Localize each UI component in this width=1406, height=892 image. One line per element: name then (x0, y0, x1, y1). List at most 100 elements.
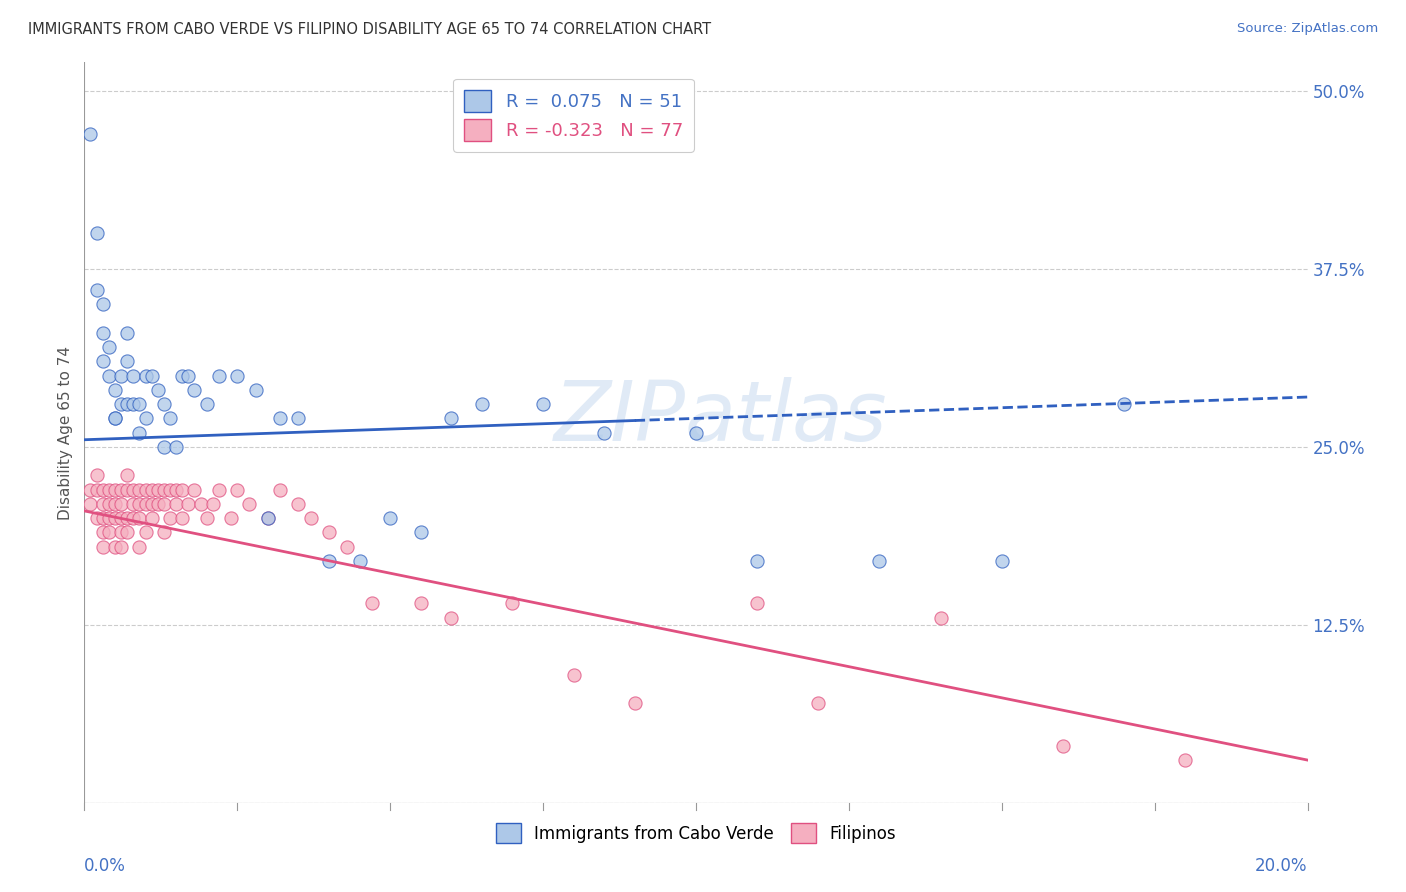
Point (135, 368, 157, 383)
Point (380, 511, 402, 525)
Point (336, 540, 359, 554)
Point (1174, 753, 1197, 767)
Point (201, 497, 224, 511)
Point (153, 397, 176, 411)
Point (807, 696, 830, 710)
Point (440, 411, 463, 425)
Legend: Immigrants from Cabo Verde, Filipinos: Immigrants from Cabo Verde, Filipinos (489, 816, 903, 850)
Point (257, 511, 280, 525)
Point (287, 497, 309, 511)
Point (86, 468, 108, 483)
Point (165, 497, 187, 511)
Point (409, 525, 432, 540)
Point (172, 483, 194, 497)
Point (531, 397, 554, 411)
Point (110, 511, 132, 525)
Point (190, 497, 212, 511)
Point (97, 511, 120, 525)
Text: ZIPatlas: ZIPatlas (554, 377, 887, 458)
Point (146, 497, 169, 511)
Point (91, 326, 114, 340)
Point (128, 483, 150, 497)
Point (79, 483, 101, 497)
Point (287, 411, 309, 425)
Point (245, 383, 267, 397)
Point (135, 525, 157, 540)
Point (122, 497, 145, 511)
Point (172, 368, 194, 383)
Point (624, 696, 647, 710)
Point (183, 483, 205, 497)
Point (128, 397, 150, 411)
Point (219, 511, 242, 525)
Point (929, 610, 952, 624)
Point (86, 227, 108, 241)
Point (104, 540, 127, 554)
Point (159, 511, 181, 525)
Point (91, 497, 114, 511)
Point (128, 511, 150, 525)
Point (257, 511, 280, 525)
Point (110, 483, 132, 497)
Point (360, 597, 382, 611)
Point (91, 540, 114, 554)
Point (104, 411, 127, 425)
Point (128, 497, 150, 511)
Point (110, 525, 132, 540)
Point (991, 554, 1014, 568)
Point (869, 554, 891, 568)
Point (1114, 397, 1136, 411)
Point (153, 483, 176, 497)
Point (165, 440, 187, 454)
Point (269, 411, 291, 425)
Point (115, 468, 138, 483)
Point (104, 411, 127, 425)
Point (104, 511, 127, 525)
Point (110, 368, 132, 383)
Point (299, 511, 322, 525)
Point (97, 483, 120, 497)
Point (195, 511, 218, 525)
Point (115, 397, 138, 411)
Point (141, 497, 163, 511)
Point (91, 525, 114, 540)
Point (208, 483, 231, 497)
Point (471, 397, 494, 411)
Point (115, 511, 138, 525)
Point (115, 483, 138, 497)
Point (153, 440, 176, 454)
Point (86, 511, 108, 525)
Point (159, 411, 181, 425)
Point (115, 525, 138, 540)
Point (177, 368, 200, 383)
Point (238, 497, 260, 511)
Point (141, 511, 163, 525)
Text: IMMIGRANTS FROM CABO VERDE VS FILIPINO DISABILITY AGE 65 TO 74 CORRELATION CHART: IMMIGRANTS FROM CABO VERDE VS FILIPINO D… (28, 22, 711, 37)
Point (104, 497, 127, 511)
Point (269, 483, 291, 497)
Point (146, 383, 169, 397)
Point (172, 511, 194, 525)
Point (562, 667, 585, 681)
Point (128, 540, 150, 554)
Point (159, 483, 181, 497)
Point (153, 497, 176, 511)
Point (146, 483, 169, 497)
Text: 0.0%: 0.0% (84, 857, 127, 875)
Point (1052, 739, 1074, 753)
Point (86, 483, 108, 497)
Point (349, 554, 371, 568)
Point (104, 383, 127, 397)
Point (593, 425, 616, 440)
Point (115, 326, 138, 340)
Point (122, 511, 145, 525)
Point (122, 368, 145, 383)
Text: 20.0%: 20.0% (1256, 857, 1308, 875)
Point (79, 497, 101, 511)
Point (177, 497, 200, 511)
Point (183, 383, 205, 397)
Point (86, 283, 108, 297)
Point (502, 597, 524, 611)
Point (128, 425, 150, 440)
Point (122, 397, 145, 411)
